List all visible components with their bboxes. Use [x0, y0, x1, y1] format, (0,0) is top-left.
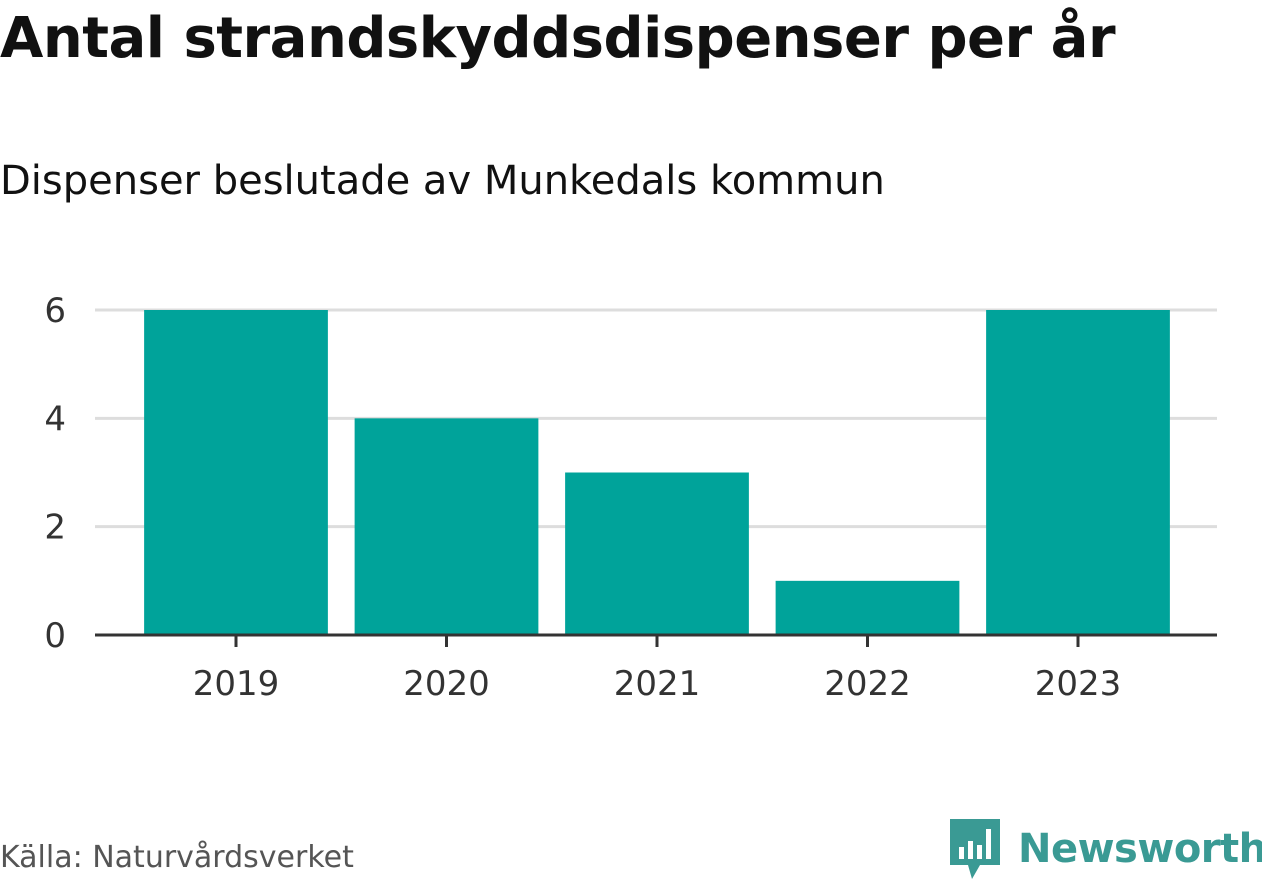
y-tick-label: 4 — [44, 399, 66, 439]
axes: 0 2 4 6 2019 2020 2021 2022 2023 — [44, 291, 1217, 704]
brand: Newsworthy — [950, 818, 1262, 880]
y-tick-label: 2 — [44, 508, 66, 548]
brand-name: Newsworthy — [1018, 826, 1262, 872]
bars — [144, 310, 1170, 635]
chart-subtitle: Dispenser beslutade av Munkedals kommun — [0, 158, 885, 204]
y-tick-label: 0 — [44, 616, 66, 656]
y-tick-label: 6 — [44, 291, 66, 331]
bar-2019 — [144, 310, 328, 635]
bar-2020 — [354, 418, 539, 635]
x-tick-label: 2022 — [824, 664, 911, 704]
x-tick-label: 2020 — [403, 664, 490, 704]
x-tick-label: 2021 — [614, 664, 701, 704]
chart-title: Antal strandskyddsdispenser per år — [0, 6, 1116, 71]
newsworthy-logo-icon — [950, 819, 1000, 879]
bar-2023 — [986, 310, 1170, 635]
x-tick-label: 2019 — [193, 664, 280, 704]
x-tick-label: 2023 — [1035, 664, 1122, 704]
source-note: Källa: Naturvårdsverket — [0, 840, 354, 875]
bar-2022 — [775, 580, 960, 635]
bar-2021 — [565, 472, 749, 635]
